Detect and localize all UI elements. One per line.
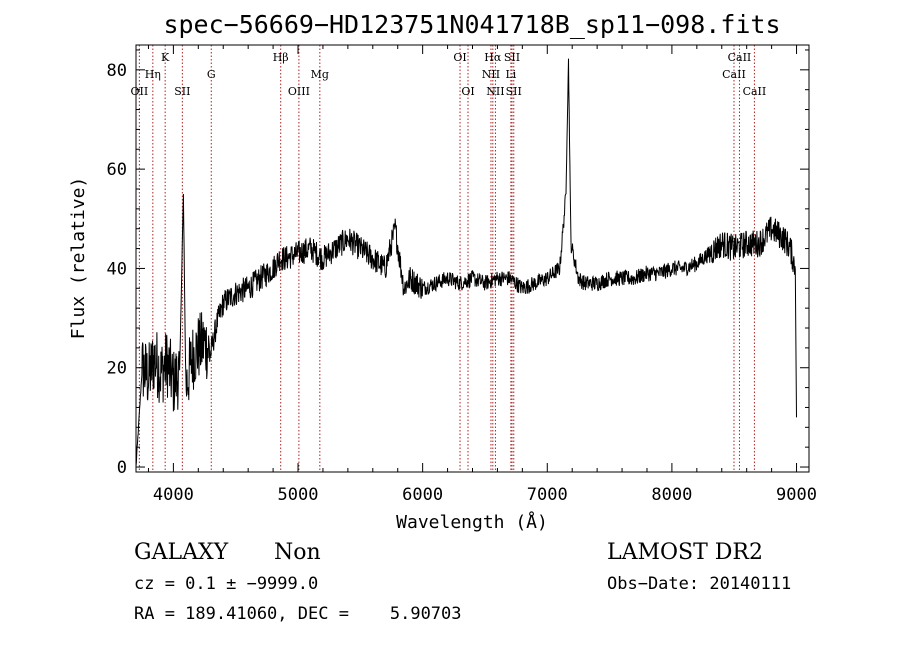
line-label-0: OII: [131, 85, 149, 98]
line-label-2: K: [161, 51, 170, 64]
x-tick-label: 8000: [651, 485, 692, 505]
line-label-18: CaII: [743, 85, 767, 98]
object-subclass: Non: [274, 540, 321, 565]
x-tick-label: 5000: [278, 485, 319, 505]
x-tick-label: 9000: [776, 485, 817, 505]
y-tick-label: 20: [107, 359, 127, 379]
line-label-7: Mg: [311, 68, 329, 81]
x-tick-label: 4000: [153, 485, 194, 505]
x-tick-label: 6000: [402, 485, 443, 505]
line-label-16: CaII: [722, 68, 746, 81]
object-class: GALAXY: [134, 540, 229, 565]
line-label-1: Hη: [145, 68, 161, 81]
survey-name: LAMOST DR2: [607, 540, 763, 565]
line-label-11: NII: [482, 68, 500, 81]
line-label-15: SII: [506, 85, 522, 98]
y-axis: 0 20 40 60 80: [107, 49, 809, 478]
y-tick-label: 80: [107, 61, 127, 81]
y-tick-label: 60: [107, 160, 127, 180]
ra-dec: RA = 189.41060, DEC = 5.90703: [134, 604, 462, 624]
line-label-13: SII: [504, 51, 520, 64]
plot-frame: [135, 44, 810, 473]
y-axis-label: Flux (relative): [68, 177, 89, 340]
chart-title: spec−56669−HD123751N041718B_sp11−098.fit…: [163, 10, 780, 39]
y-tick-label: 40: [107, 259, 127, 279]
line-label-12: NII: [486, 85, 504, 98]
line-label-3: SII: [174, 85, 190, 98]
spectrum-line: [135, 58, 797, 467]
x-axis: 4000 5000 6000 7000 8000 9000: [147, 45, 817, 505]
line-label-4: G: [207, 68, 216, 81]
y-tick-label: 0: [117, 458, 127, 478]
spectral-line-labels: OIIHηKSIIGHβOIIIMgOIOIHαNIINIISIILiSIICa…: [131, 51, 767, 98]
x-axis-label: Wavelength (Å): [396, 511, 548, 533]
line-label-9: OI: [461, 85, 474, 98]
spectral-line-markers: [138, 45, 755, 472]
x-tick-label: 7000: [527, 485, 568, 505]
line-label-8: OI: [453, 51, 466, 64]
obs-date: Obs−Date: 20140111: [607, 574, 792, 594]
redshift-cz: cz = 0.1 ± −9999.0: [134, 574, 319, 594]
line-label-17: CaII: [728, 51, 752, 64]
line-label-14: Li: [505, 68, 516, 81]
line-label-10: Hα: [484, 51, 502, 64]
line-label-5: Hβ: [273, 51, 289, 64]
line-label-6: OIII: [288, 85, 310, 98]
